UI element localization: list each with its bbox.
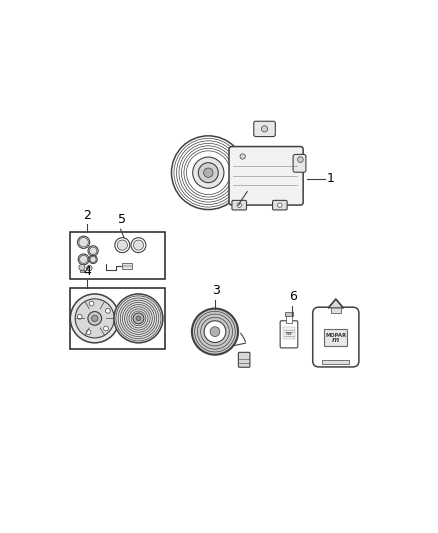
Circle shape	[88, 312, 102, 325]
Circle shape	[261, 126, 268, 132]
Bar	[324, 328, 347, 345]
FancyBboxPatch shape	[280, 321, 298, 348]
Bar	[70, 232, 165, 279]
Text: MOPAR: MOPAR	[325, 333, 346, 337]
Circle shape	[106, 309, 110, 313]
Circle shape	[131, 238, 146, 253]
Circle shape	[79, 238, 88, 247]
Circle shape	[114, 294, 163, 343]
Bar	[80, 270, 84, 272]
Circle shape	[193, 157, 224, 188]
Circle shape	[136, 316, 141, 321]
Text: 3: 3	[212, 284, 220, 297]
Bar	[70, 288, 165, 349]
Bar	[322, 360, 350, 364]
Bar	[285, 312, 293, 316]
Circle shape	[133, 313, 144, 324]
Circle shape	[75, 299, 114, 338]
Circle shape	[133, 240, 144, 250]
Circle shape	[87, 265, 92, 271]
FancyBboxPatch shape	[272, 200, 287, 210]
Circle shape	[237, 203, 241, 207]
Text: m: m	[332, 337, 339, 343]
Circle shape	[104, 326, 108, 331]
Circle shape	[89, 255, 97, 263]
Circle shape	[298, 157, 303, 163]
Circle shape	[78, 254, 89, 265]
Polygon shape	[328, 299, 343, 308]
Circle shape	[89, 247, 97, 255]
FancyBboxPatch shape	[232, 200, 247, 210]
Circle shape	[78, 236, 90, 248]
Circle shape	[88, 246, 98, 256]
Circle shape	[278, 203, 282, 207]
Bar	[123, 263, 132, 269]
Circle shape	[79, 264, 85, 270]
Text: 5: 5	[118, 213, 126, 227]
Circle shape	[192, 309, 238, 354]
Circle shape	[90, 256, 96, 262]
Circle shape	[204, 168, 213, 177]
FancyBboxPatch shape	[313, 307, 359, 367]
Circle shape	[92, 315, 98, 321]
Text: 4: 4	[83, 265, 91, 278]
FancyBboxPatch shape	[254, 121, 276, 136]
Bar	[286, 316, 292, 323]
Bar	[331, 307, 341, 313]
Circle shape	[80, 255, 88, 263]
Circle shape	[70, 294, 119, 343]
Circle shape	[210, 327, 220, 336]
Circle shape	[240, 154, 245, 159]
FancyBboxPatch shape	[293, 155, 306, 172]
Circle shape	[115, 238, 130, 253]
Text: 1: 1	[327, 173, 335, 185]
FancyBboxPatch shape	[238, 352, 250, 367]
Circle shape	[204, 321, 226, 343]
Text: m: m	[286, 331, 292, 336]
FancyBboxPatch shape	[229, 147, 303, 205]
Text: 2: 2	[83, 208, 91, 222]
Circle shape	[77, 314, 82, 319]
Text: 6: 6	[290, 290, 297, 303]
Circle shape	[86, 330, 91, 335]
Circle shape	[89, 301, 94, 306]
Circle shape	[117, 240, 127, 250]
Circle shape	[198, 163, 218, 183]
Bar	[283, 327, 295, 339]
